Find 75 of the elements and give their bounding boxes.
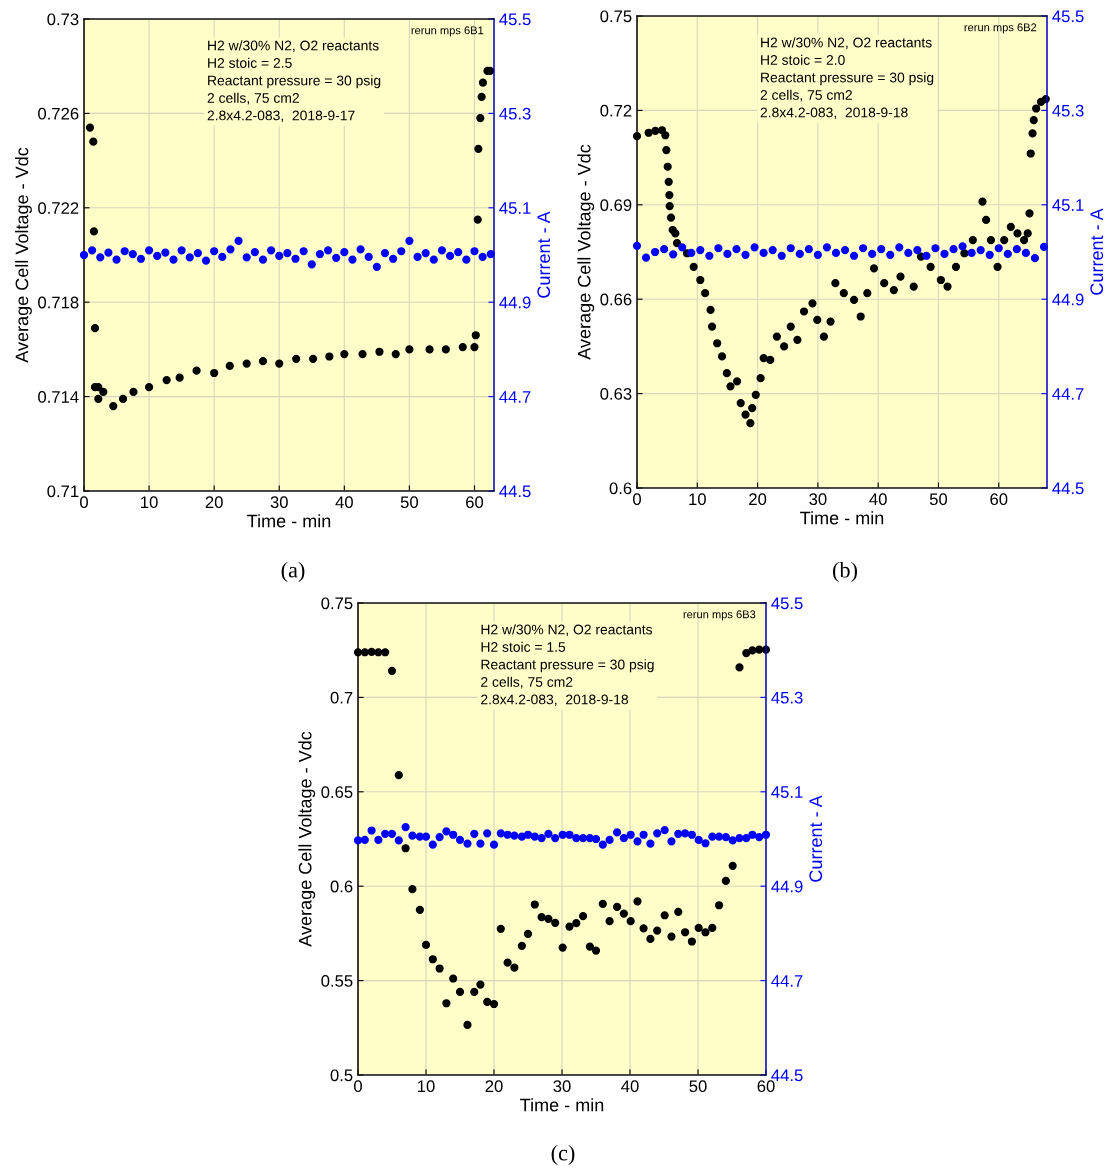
x-tick-label: 30 [809, 493, 827, 506]
text: (a) [281, 561, 305, 583]
y-tick-label: 0.65 [321, 786, 353, 798]
x-tick-label: 20 [749, 493, 767, 506]
y2-tick-label: 44.9 [771, 880, 803, 893]
y2-tick-label: 45.3 [1052, 104, 1084, 117]
x-tick-label: 60 [990, 493, 1008, 506]
y2-tick-label: 45.5 [1052, 10, 1084, 23]
y2-axis-title: Current - A [1090, 208, 1104, 295]
y-tick-label: 0.714 [38, 391, 79, 403]
x-tick-label: 20 [205, 496, 223, 509]
x-tick-label: 10 [141, 496, 158, 509]
x-axis-title: Time - min [520, 1098, 604, 1112]
y-tick-label: 0.722 [38, 202, 79, 214]
x-tick-label: 50 [689, 1080, 707, 1093]
y-axis-title: Average Cell Voltage - Vdc [298, 731, 316, 947]
annotation: rerun mps 6B3 [683, 610, 756, 621]
x-tick-label: 50 [929, 493, 948, 506]
annotation: H2 w/30% N2, O2 reactants H2 stoic = 2.5 Reactant pressure = 30 psig 2 cells, 75 cm2 2.8x4.2-083, 2018-9-17 [207, 40, 381, 122]
y-tick-label: 0.726 [38, 107, 79, 120]
y2-tick-label: 44.7 [1052, 388, 1084, 400]
x-tick-label: 40 [621, 1080, 639, 1093]
y-tick-label: 0.718 [38, 296, 79, 309]
x-tick-label: 60 [466, 496, 484, 509]
y2-tick-label: 44.5 [1052, 482, 1084, 495]
y2-tick-label: 44.7 [499, 391, 531, 403]
y2-tick-label: 45.5 [499, 13, 531, 26]
y-tick-label: 0.55 [321, 975, 353, 987]
y2-tick-label: 44.9 [499, 296, 531, 309]
y2-tick-label: 44.7 [771, 975, 803, 987]
y-axis-title: Average Cell Voltage - Vdc [577, 144, 595, 360]
x-tick-label: 0 [80, 496, 88, 509]
y-tick-label: 0.6 [330, 880, 353, 893]
y-axis-title: Average Cell Voltage - Vdc [15, 147, 32, 363]
y-tick-label: 0.73 [47, 13, 79, 26]
y-tick-label: 0.63 [600, 388, 632, 400]
y2-tick-label: 44.5 [499, 485, 531, 498]
y2-tick-label: 45.1 [499, 202, 531, 214]
y-tick-label: 0.7 [330, 691, 353, 704]
x-tick-label: 10 [418, 1080, 435, 1093]
y2-tick-label: 45.1 [1052, 199, 1084, 211]
annotation: rerun mps 6B2 [964, 23, 1037, 34]
x-tick-label: 30 [553, 1080, 571, 1093]
y-tick-label: 0.5 [330, 1069, 353, 1082]
x-tick-label: 40 [335, 496, 353, 509]
x-axis-title: Time - min [800, 511, 884, 525]
y2-tick-label: 44.9 [1052, 293, 1084, 306]
x-tick-label: 0 [633, 493, 641, 506]
y2-tick-label: 45.5 [771, 597, 803, 610]
y-tick-label: 0.66 [600, 293, 632, 306]
annotation: rerun mps 6B1 [411, 26, 484, 37]
text: (b) [833, 561, 857, 583]
y2-tick-label: 45.1 [771, 786, 803, 798]
y-tick-label: 0.72 [600, 104, 632, 117]
y-tick-label: 0.75 [600, 10, 632, 23]
y-tick-label: 0.71 [47, 485, 79, 498]
text: (c) [551, 1144, 575, 1166]
y2-tick-label: 44.5 [771, 1069, 803, 1082]
y2-tick-label: 45.3 [499, 107, 531, 120]
y-tick-label: 0.75 [321, 597, 353, 610]
y2-axis-title: Current - A [809, 795, 823, 882]
y2-tick-label: 45.3 [771, 691, 803, 704]
x-axis-title: Time - min [247, 514, 331, 528]
x-tick-label: 60 [757, 1080, 775, 1093]
x-tick-label: 50 [400, 496, 419, 509]
annotation: H2 w/30% N2, O2 reactants H2 stoic = 2.0 Reactant pressure = 30 psig 2 cells, 75 cm2 2.8x4.2-083, 2018-9-18 [760, 37, 934, 119]
x-tick-label: 0 [354, 1080, 362, 1093]
y-tick-label: 0.69 [600, 199, 632, 211]
x-tick-label: 30 [270, 496, 288, 509]
y2-axis-title: Current - A [537, 211, 551, 298]
y-tick-label: 0.6 [609, 482, 632, 495]
x-tick-label: 20 [485, 1080, 503, 1093]
x-tick-label: 10 [689, 493, 706, 506]
x-tick-label: 40 [869, 493, 887, 506]
annotation: H2 w/30% N2, O2 reactants H2 stoic = 1.5 Reactant pressure = 30 psig 2 cells, 75 cm2 2.8x4.2-083, 2018-9-18 [481, 624, 654, 706]
